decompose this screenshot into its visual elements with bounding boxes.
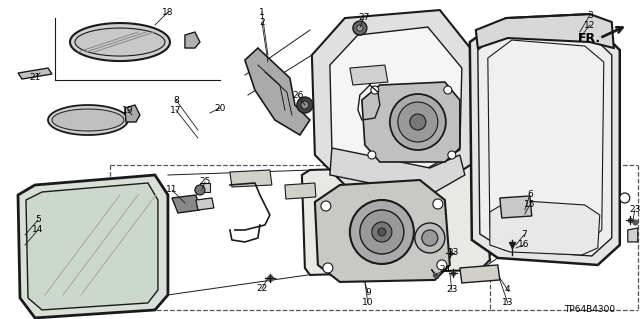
Text: 17: 17 [170,106,182,115]
Text: 11: 11 [166,185,178,195]
Text: 21: 21 [29,72,41,82]
Circle shape [410,114,426,130]
Text: 7: 7 [521,230,527,240]
Circle shape [372,222,392,242]
Polygon shape [245,48,310,135]
Text: 3: 3 [587,11,593,19]
Text: 6: 6 [527,190,532,199]
Polygon shape [330,27,462,172]
Polygon shape [48,105,128,135]
Text: FR.: FR. [578,32,602,45]
Polygon shape [488,40,604,246]
Text: 27: 27 [358,12,369,22]
Circle shape [433,199,443,209]
Polygon shape [362,82,460,162]
Text: 23: 23 [447,249,458,257]
Text: 22: 22 [256,285,268,293]
Text: 20: 20 [214,104,226,113]
Polygon shape [500,196,532,218]
Circle shape [437,260,447,270]
Circle shape [301,101,309,109]
Text: 19: 19 [122,106,134,115]
Circle shape [398,102,438,142]
Polygon shape [18,68,52,79]
Polygon shape [470,22,620,265]
Circle shape [323,263,333,273]
Text: 23: 23 [446,286,458,294]
Polygon shape [52,109,124,131]
Polygon shape [312,10,480,190]
Circle shape [444,86,452,94]
Polygon shape [185,32,200,48]
Polygon shape [200,183,210,192]
Circle shape [195,185,205,195]
Text: 2: 2 [259,18,265,26]
Polygon shape [125,105,140,122]
Text: 13: 13 [502,299,513,308]
Polygon shape [350,65,388,85]
Circle shape [620,193,630,203]
Circle shape [368,151,376,159]
Text: 23: 23 [629,205,640,214]
Text: 9: 9 [365,288,371,297]
Text: 12: 12 [584,20,595,30]
Text: 26: 26 [292,91,303,100]
Text: 16: 16 [518,241,529,249]
Circle shape [378,228,386,236]
Polygon shape [26,183,158,310]
Text: 14: 14 [32,226,44,234]
Polygon shape [460,265,500,283]
Polygon shape [478,30,612,256]
Circle shape [371,86,379,94]
Text: 1: 1 [259,8,265,17]
Text: 5: 5 [35,215,41,225]
Circle shape [297,97,313,113]
Polygon shape [315,180,450,282]
Text: 18: 18 [162,8,173,17]
Text: 24: 24 [439,265,451,274]
Polygon shape [172,195,200,213]
Text: 25: 25 [199,177,211,187]
Polygon shape [476,14,614,48]
Polygon shape [490,200,600,255]
Circle shape [360,210,404,254]
Text: 10: 10 [362,299,374,308]
Polygon shape [628,228,638,242]
Polygon shape [330,148,465,195]
Circle shape [321,201,331,211]
Text: 4: 4 [505,286,511,294]
Circle shape [353,21,367,35]
Polygon shape [70,23,170,61]
Text: 15: 15 [524,200,536,210]
Polygon shape [18,175,168,318]
Circle shape [357,25,363,31]
Circle shape [350,200,414,264]
Circle shape [422,230,438,246]
Circle shape [390,94,446,150]
Polygon shape [285,183,316,199]
Circle shape [415,223,445,253]
Polygon shape [196,198,214,210]
Text: TP64B4300: TP64B4300 [564,306,615,315]
Polygon shape [230,170,272,187]
Text: 8: 8 [173,95,179,105]
Polygon shape [302,165,490,275]
Polygon shape [75,28,165,56]
Circle shape [448,151,456,159]
